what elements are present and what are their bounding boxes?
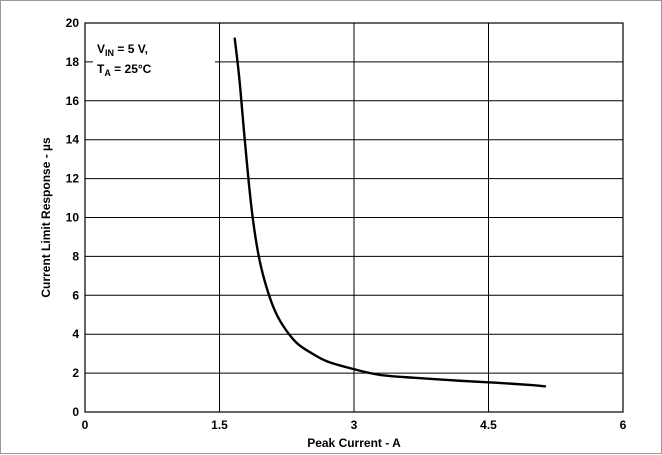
annotation-ta: TA = 25°C xyxy=(97,62,152,78)
x-tick-label: 3 xyxy=(351,418,358,432)
x-tick-label: 4.5 xyxy=(480,418,497,432)
conditions-annotation: VIN = 5 V, TA = 25°C xyxy=(97,42,152,78)
series-line xyxy=(233,37,547,388)
grid xyxy=(85,23,623,412)
x-axis-title: Peak Current - A xyxy=(307,436,401,450)
y-tick-labels: 0 2 4 6 8 10 12 14 16 18 20 xyxy=(66,16,80,419)
y-tick-label: 8 xyxy=(72,249,79,263)
y-tick-label: 12 xyxy=(66,172,80,186)
x-tick-label: 0 xyxy=(82,418,89,432)
y-tick-label: 6 xyxy=(72,288,79,302)
y-tick-label: 4 xyxy=(72,327,79,341)
y-tick-label: 10 xyxy=(66,211,80,225)
y-tick-label: 16 xyxy=(66,94,80,108)
x-tick-label: 1.5 xyxy=(211,418,228,432)
y-tick-label: 18 xyxy=(66,55,80,69)
plot-border xyxy=(84,22,624,413)
annotation-background xyxy=(93,37,215,81)
y-tick-label: 20 xyxy=(66,16,80,30)
annotation-vin: VIN = 5 V, xyxy=(97,42,148,58)
y-tick-label: 0 xyxy=(72,405,79,419)
x-tick-label: 6 xyxy=(620,418,627,432)
x-tick-labels: 0 1.5 3 4.5 6 xyxy=(82,418,627,432)
y-tick-label: 2 xyxy=(72,366,79,380)
y-tick-label: 14 xyxy=(66,133,80,147)
y-axis-title: Current Limit Response - µs xyxy=(39,137,53,298)
